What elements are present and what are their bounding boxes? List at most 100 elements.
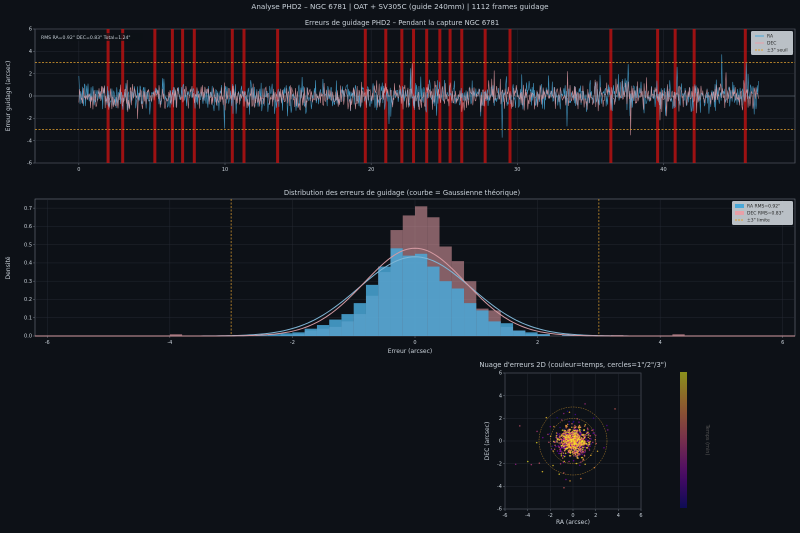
histogram-xtick-label: 4 — [659, 340, 662, 346]
scatter-point — [583, 429, 585, 431]
scatter-point — [592, 441, 594, 444]
scatter-point — [570, 438, 572, 441]
scatter-point — [558, 442, 560, 444]
scatter-point — [580, 451, 583, 454]
scatter-point — [577, 450, 580, 452]
scatter-ytick-label: 2 — [499, 416, 502, 422]
scatter-point — [557, 445, 559, 447]
scatter-point — [571, 445, 574, 447]
scatter-point — [553, 448, 556, 451]
scatter-point — [614, 408, 616, 410]
scatter-point — [577, 441, 579, 444]
scatter-point — [589, 437, 591, 440]
scatter-point — [564, 436, 567, 439]
scatter-point — [585, 447, 588, 449]
scatter-point — [538, 462, 541, 464]
scatter-point — [583, 455, 586, 457]
scatter-point — [567, 440, 569, 442]
scatter-point — [559, 450, 561, 452]
timeseries-ytick-label: 2 — [29, 71, 32, 77]
scatter-point — [569, 434, 571, 437]
scatter-point — [556, 441, 558, 443]
histogram-bar-ra — [280, 333, 293, 336]
legend-label: RA — [767, 34, 774, 40]
scatter-point — [563, 460, 566, 463]
histogram-bar-dec — [672, 334, 685, 336]
histogram-xtick-label: -6 — [45, 340, 50, 346]
histogram-bar-ra — [513, 330, 526, 336]
scatter-point — [578, 424, 581, 427]
legend-label: RA RMS=0.92" — [747, 204, 780, 210]
scatter-point — [530, 463, 533, 466]
scatter-point — [545, 416, 548, 419]
scatter-point — [572, 420, 575, 423]
scatter-point — [572, 443, 574, 445]
histogram-ytick-label: 0.5 — [24, 242, 32, 248]
scatter-point — [572, 438, 574, 441]
scatter-point — [568, 441, 570, 444]
scatter-point — [579, 443, 582, 446]
scatter-ytick-label: -6 — [497, 507, 502, 513]
legend-frame — [732, 201, 793, 225]
scatter-point — [577, 435, 580, 437]
scatter-point — [558, 473, 560, 475]
histogram-ytick-label: 0.4 — [24, 261, 32, 267]
scatter-point — [565, 424, 568, 427]
scatter-point — [580, 456, 583, 459]
histogram-ylabel: Densité — [5, 256, 12, 279]
histogram-bar-ra — [488, 321, 501, 336]
scatter-point — [589, 435, 592, 437]
scatter-point — [564, 449, 566, 452]
scatter-point — [570, 440, 573, 443]
scatter-point — [589, 445, 591, 447]
scatter-point — [581, 443, 583, 446]
scatter-point — [564, 429, 567, 432]
scatter-point — [578, 436, 581, 438]
scatter-point — [585, 432, 588, 434]
scatter-point — [558, 446, 560, 449]
stats-label: RMS RA=0.92" DEC=0.83" Total=1.24" — [41, 35, 131, 41]
scatter-point — [607, 429, 609, 431]
scatter-point — [576, 451, 578, 454]
scatter-point — [588, 447, 590, 450]
scatter-point — [580, 429, 583, 432]
histogram-ytick-label: 0.7 — [24, 206, 32, 212]
colorbar: Temps (min) — [680, 372, 710, 508]
scatter-point — [591, 429, 593, 432]
scatter-point — [577, 444, 580, 446]
scatter-point — [564, 439, 567, 442]
scatter-point — [587, 431, 589, 433]
scatter-point — [578, 421, 580, 423]
scatter-point — [558, 452, 560, 455]
scatter-point — [561, 446, 563, 448]
scatter-point — [566, 447, 568, 450]
histogram-bar-ra — [329, 319, 342, 336]
timeseries-ytick-label: -6 — [27, 161, 32, 167]
timeseries-xtick-label: 0 — [77, 167, 80, 173]
scatter-point — [571, 435, 574, 438]
scatter-point — [569, 452, 572, 454]
scatter-point — [573, 449, 576, 451]
scatter-point — [559, 443, 562, 445]
series-line-dec — [78, 63, 759, 136]
scatter-point — [582, 451, 584, 454]
scatter-point — [587, 441, 590, 444]
histogram-ytick-label: 0.2 — [24, 297, 32, 303]
scatter-point — [541, 470, 544, 473]
timeseries-xtick-label: 20 — [368, 167, 374, 173]
histogram-bar-ra — [500, 323, 514, 336]
scatter-point — [559, 433, 561, 435]
scatter-point — [555, 432, 558, 434]
scatter-point — [548, 433, 551, 435]
scatter-point — [552, 450, 555, 452]
timeseries-title: Erreurs de guidage PHD2 – Pendant la cap… — [305, 19, 499, 27]
scatter-point — [578, 442, 580, 445]
scatter-point — [570, 449, 573, 451]
histogram-bar-ra — [378, 266, 391, 336]
histogram-bar-ra — [525, 332, 538, 336]
scatter-point — [569, 432, 572, 435]
scatter-point — [559, 448, 561, 451]
histogram-ytick-label: 0.6 — [24, 224, 32, 230]
scatter-point — [519, 425, 521, 427]
